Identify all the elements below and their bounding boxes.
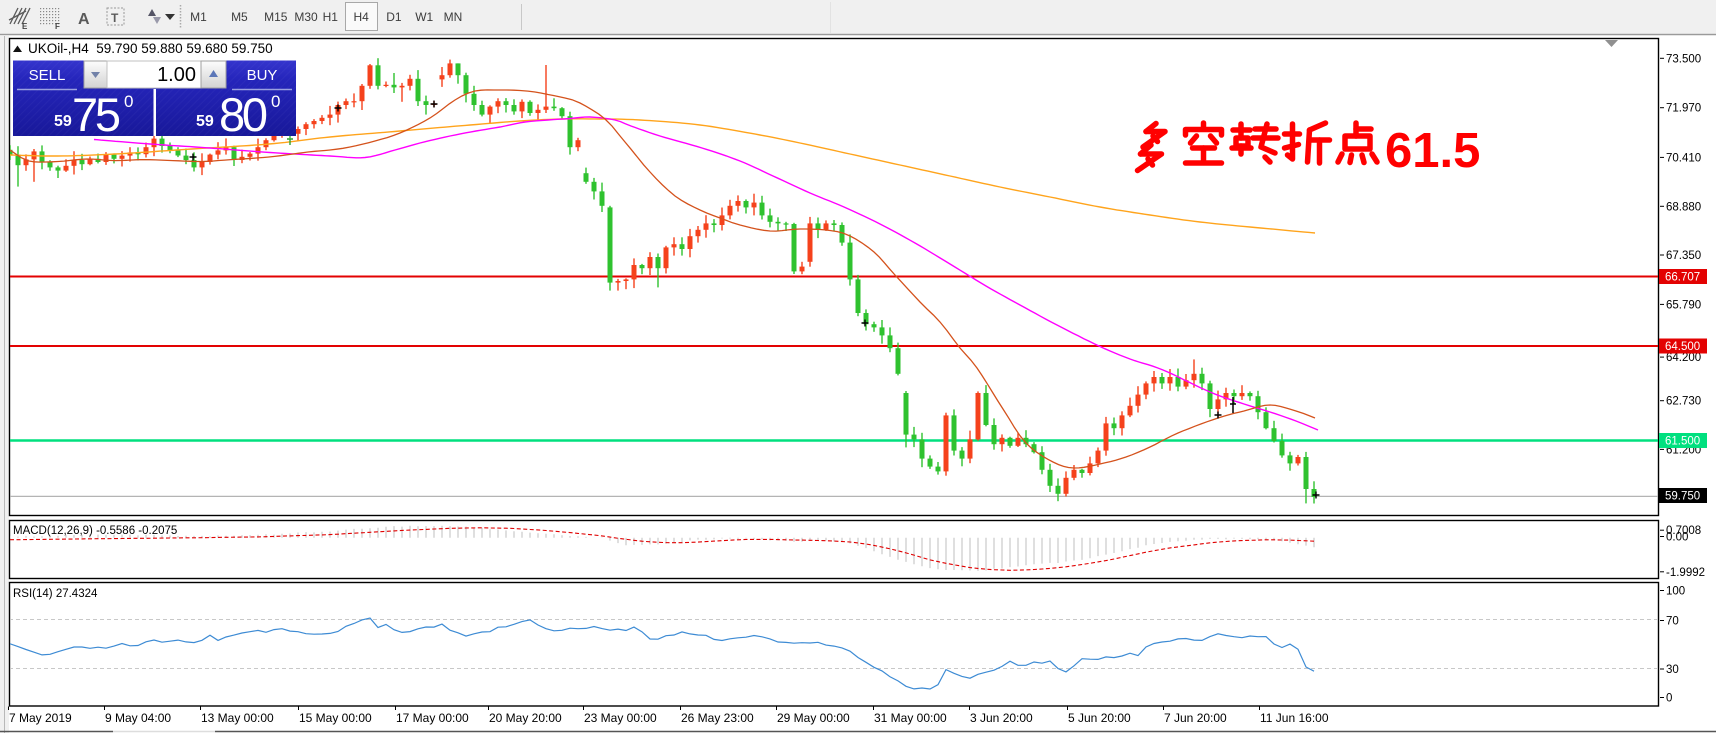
svg-text:61.500: 61.500 — [1665, 436, 1700, 448]
svg-text:0.00: 0.00 — [1666, 532, 1688, 544]
svg-text:0: 0 — [271, 92, 280, 111]
svg-text:59: 59 — [54, 113, 72, 130]
svg-text:64.200: 64.200 — [1666, 352, 1701, 364]
svg-text:W1: W1 — [415, 10, 433, 24]
svg-text:0: 0 — [1666, 693, 1672, 705]
svg-text:75: 75 — [72, 88, 121, 141]
svg-text:9 May 04:00: 9 May 04:00 — [105, 711, 171, 725]
svg-text:17 May 00:00: 17 May 00:00 — [396, 711, 469, 725]
svg-text:M1: M1 — [190, 10, 207, 24]
svg-text:E: E — [22, 22, 28, 31]
svg-text:65.790: 65.790 — [1666, 299, 1701, 311]
svg-text:H1: H1 — [323, 10, 339, 24]
svg-text:MN: MN — [444, 10, 463, 24]
svg-text:BUY: BUY — [247, 67, 278, 84]
svg-text:59.750: 59.750 — [1665, 491, 1700, 503]
svg-text:71.970: 71.970 — [1666, 103, 1701, 115]
svg-text:0.7008: 0.7008 — [1666, 525, 1701, 537]
svg-text:7 Jun 20:00: 7 Jun 20:00 — [1164, 711, 1227, 725]
svg-text:80: 80 — [219, 88, 268, 141]
svg-text:23 May 00:00: 23 May 00:00 — [584, 711, 657, 725]
svg-text:A: A — [78, 11, 90, 28]
svg-text:M5: M5 — [231, 10, 248, 24]
svg-text:73.500: 73.500 — [1666, 53, 1701, 65]
svg-text:66.707: 66.707 — [1665, 272, 1700, 284]
svg-text:7 May 2019: 7 May 2019 — [9, 711, 72, 725]
svg-text:D1: D1 — [386, 10, 402, 24]
svg-text:3 Jun 20:00: 3 Jun 20:00 — [970, 711, 1033, 725]
svg-text:61.5: 61.5 — [1385, 124, 1480, 178]
svg-text:1.00: 1.00 — [157, 64, 196, 86]
svg-text:59: 59 — [196, 113, 214, 130]
svg-text:100: 100 — [1666, 586, 1685, 598]
svg-text:68.880: 68.880 — [1666, 201, 1701, 213]
svg-text:11 Jun 16:00: 11 Jun 16:00 — [1260, 711, 1329, 725]
svg-text:15 May 00:00: 15 May 00:00 — [299, 711, 372, 725]
svg-text:31 May 00:00: 31 May 00:00 — [874, 711, 947, 725]
svg-text:67.350: 67.350 — [1666, 250, 1701, 262]
svg-text:M30: M30 — [294, 10, 318, 24]
svg-text:70.410: 70.410 — [1666, 152, 1701, 164]
svg-text:SELL: SELL — [29, 67, 66, 84]
svg-text:H4: H4 — [354, 10, 370, 24]
svg-text:-1.9992: -1.9992 — [1666, 567, 1705, 579]
svg-text:70: 70 — [1666, 616, 1679, 628]
svg-text:UKOil-,H4 59.790 59.880 59.68: UKOil-,H4 59.790 59.880 59.680 59.750 — [28, 41, 273, 56]
svg-text:M15: M15 — [264, 10, 288, 24]
svg-text:MACD(12,26,9) -0.5586 -0.2075: MACD(12,26,9) -0.5586 -0.2075 — [13, 525, 177, 537]
svg-text:0: 0 — [124, 92, 133, 111]
svg-text:RSI(14) 27.4324: RSI(14) 27.4324 — [13, 588, 98, 600]
svg-text:5 Jun 20:00: 5 Jun 20:00 — [1068, 711, 1131, 725]
svg-text:30: 30 — [1666, 664, 1679, 676]
svg-text:64.500: 64.500 — [1665, 341, 1700, 353]
svg-text:62.730: 62.730 — [1666, 396, 1701, 408]
svg-text:T: T — [111, 11, 119, 25]
svg-text:29 May 00:00: 29 May 00:00 — [777, 711, 850, 725]
svg-text:F: F — [55, 22, 60, 31]
svg-text:26 May 23:00: 26 May 23:00 — [681, 711, 754, 725]
svg-text:20 May 20:00: 20 May 20:00 — [489, 711, 562, 725]
svg-text:13 May 00:00: 13 May 00:00 — [201, 711, 274, 725]
